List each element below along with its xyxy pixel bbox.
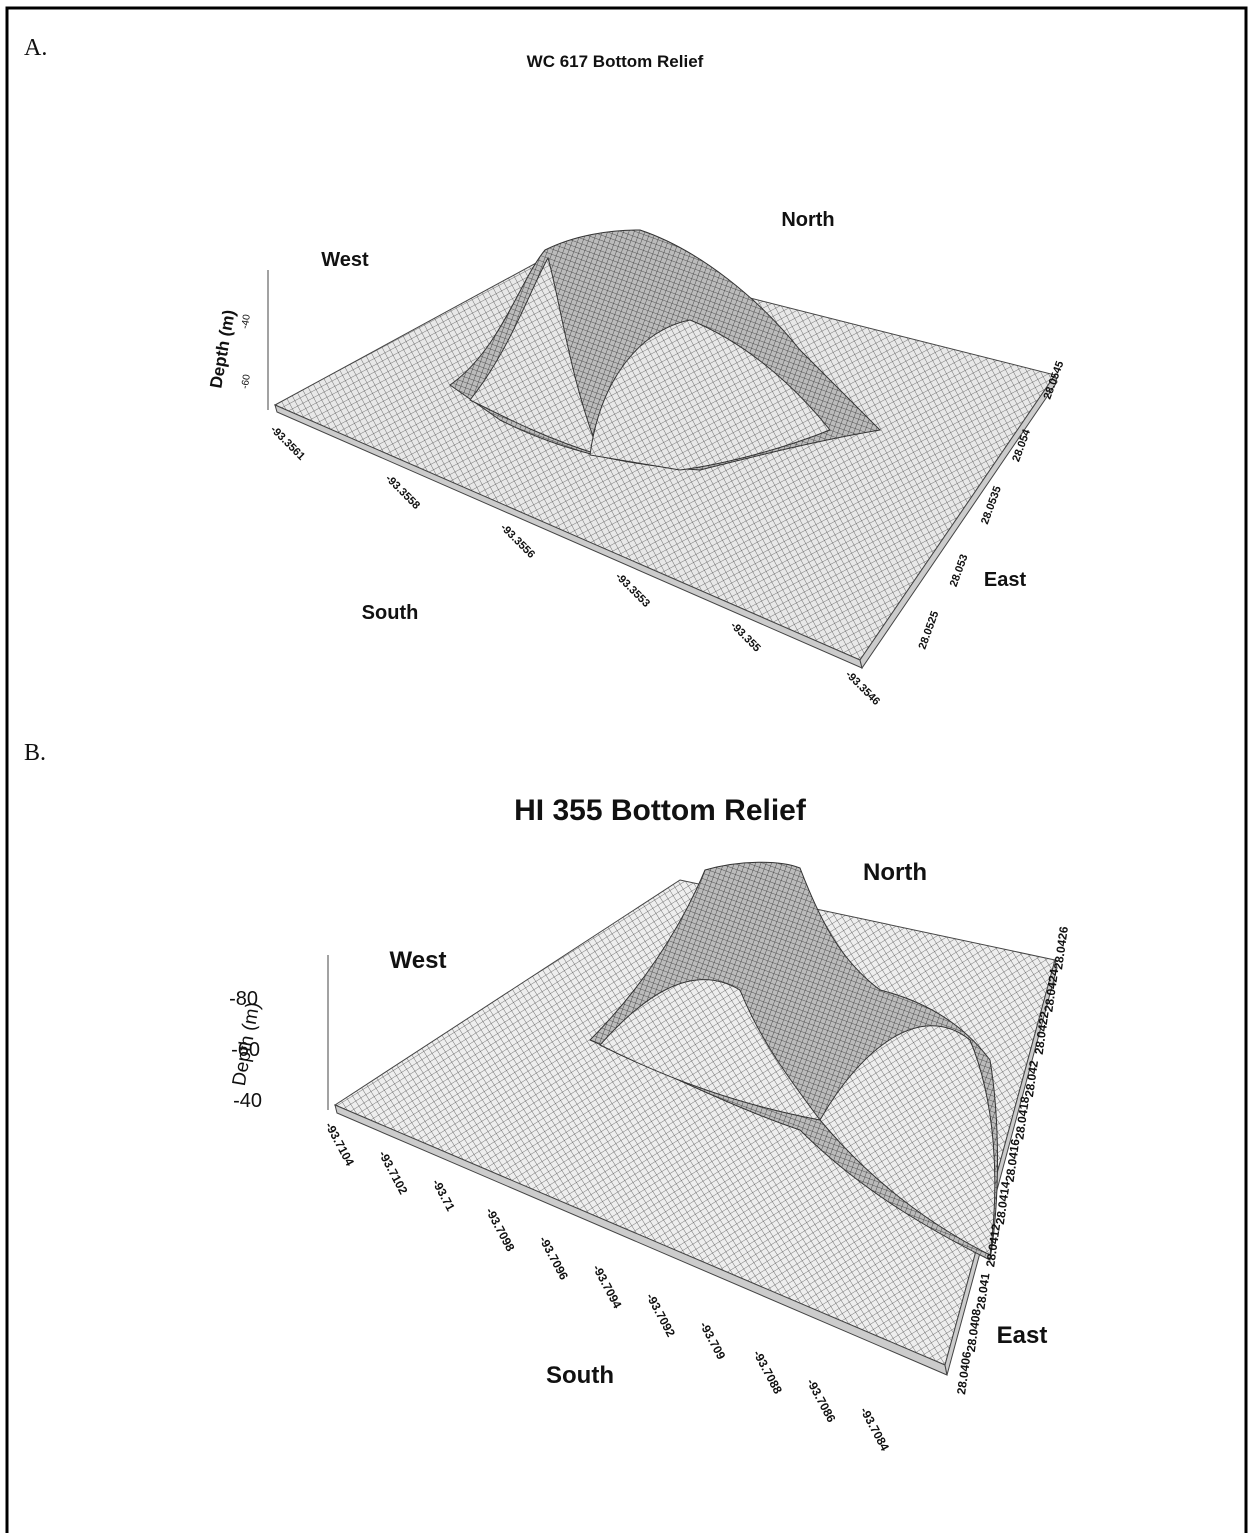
surface-b xyxy=(327,861,1058,1376)
east-label: East xyxy=(984,569,1027,591)
north-label: North xyxy=(781,209,834,231)
panel-title: HI 355 Bottom Relief xyxy=(514,794,807,827)
y-tick-label: 28.0422 xyxy=(1032,1010,1052,1055)
south-label: South xyxy=(362,602,419,624)
x-tick-label: -93.3553 xyxy=(613,571,652,610)
z-axis-label: Depth (m) xyxy=(206,308,238,389)
x-tick-label: -93.3546 xyxy=(843,669,882,708)
east-label: East xyxy=(997,1322,1048,1349)
panel-label: A. xyxy=(24,35,47,61)
west-label: West xyxy=(390,947,447,974)
frame xyxy=(5,6,1248,1538)
y-tick-label: 28.0408 xyxy=(964,1308,984,1353)
y-tick-label: 28.053 xyxy=(948,553,971,589)
y-tick-label: 28.0406 xyxy=(954,1350,974,1395)
z-tick-label: -80 xyxy=(229,988,258,1010)
south-label: South xyxy=(546,1362,614,1389)
surface-a xyxy=(267,229,1058,670)
x-tick-label: -93.7096 xyxy=(536,1234,571,1283)
x-tick-label: -93.7086 xyxy=(804,1376,839,1425)
x-tick-label: -93.709 xyxy=(697,1319,729,1362)
x-tick-label: -93.7084 xyxy=(857,1405,892,1454)
x-tick-label: -93.7094 xyxy=(590,1262,625,1311)
z-tick-label: -60 xyxy=(240,373,253,390)
north-label: North xyxy=(863,859,927,886)
y-tick-label: 28.0414 xyxy=(993,1180,1013,1225)
z-tick-label: -60 xyxy=(231,1039,260,1061)
x-tick-label: -93.3556 xyxy=(498,522,537,561)
y-tick-label: 28.0424 xyxy=(1041,968,1061,1013)
y-tick-label: 28.0412 xyxy=(983,1223,1003,1268)
y-tick-label: 28.0416 xyxy=(1003,1138,1023,1183)
y-tick-label: 28.0426 xyxy=(1051,925,1071,970)
y-tick-label: 28.042 xyxy=(1022,1059,1041,1098)
west-label: West xyxy=(321,249,369,271)
panel-label: B. xyxy=(24,740,46,766)
x-tick-label: -93.71 xyxy=(429,1177,457,1214)
x-tick-label: -93.7088 xyxy=(750,1348,785,1397)
x-tick-label: -93.3561 xyxy=(268,424,307,463)
x-tick-label: -93.355 xyxy=(728,620,763,655)
x-tick-label: -93.7098 xyxy=(483,1205,518,1254)
y-tick-label: 28.041 xyxy=(974,1272,993,1311)
x-tick-label: -93.3558 xyxy=(383,473,422,512)
x-tick-label: -93.7092 xyxy=(643,1291,678,1340)
x-tick-label: -93.7102 xyxy=(376,1148,411,1197)
z-tick-label: -40 xyxy=(240,313,253,330)
z-tick-label: -40 xyxy=(233,1090,262,1112)
y-tick-label: 28.0525 xyxy=(917,610,942,651)
y-tick-label: 28.0418 xyxy=(1012,1095,1032,1140)
panel-title: WC 617 Bottom Relief xyxy=(527,52,704,71)
x-tick-label: -93.7104 xyxy=(322,1120,357,1169)
